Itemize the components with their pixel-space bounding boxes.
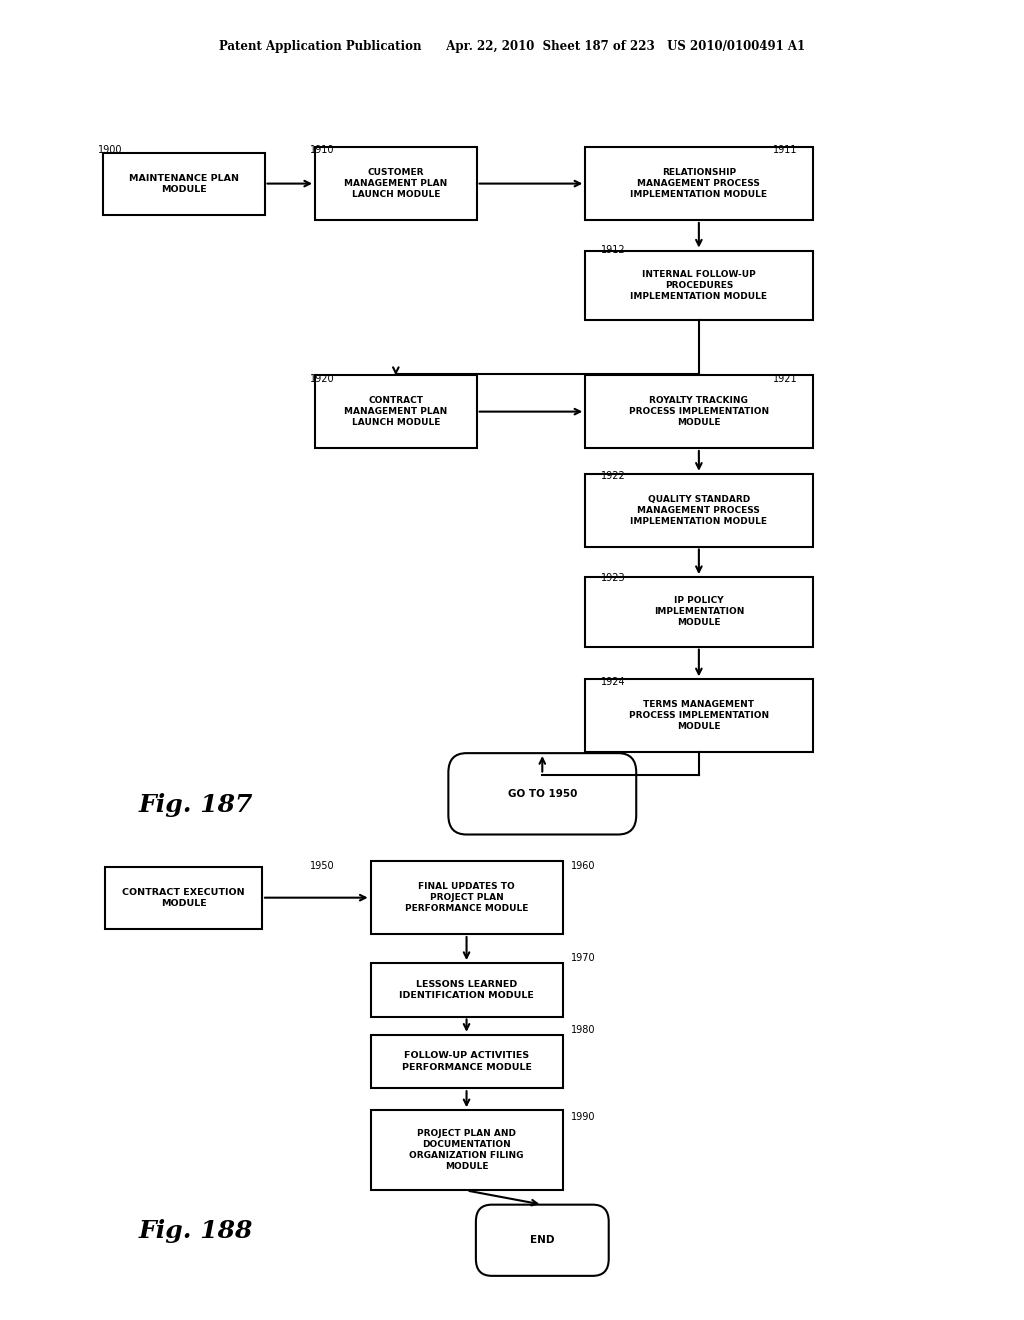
Text: FOLLOW-UP ACTIVITIES
PERFORMANCE MODULE: FOLLOW-UP ACTIVITIES PERFORMANCE MODULE (401, 1052, 531, 1072)
Text: 1960: 1960 (570, 861, 595, 871)
FancyBboxPatch shape (586, 148, 812, 220)
FancyBboxPatch shape (102, 153, 264, 215)
Text: RELATIONSHIP
MANAGEMENT PROCESS
IMPLEMENTATION MODULE: RELATIONSHIP MANAGEMENT PROCESS IMPLEMEN… (631, 168, 767, 199)
Text: 1921: 1921 (773, 374, 798, 384)
FancyBboxPatch shape (371, 861, 562, 935)
FancyBboxPatch shape (586, 680, 812, 752)
Text: LESSONS LEARNED
IDENTIFICATION MODULE: LESSONS LEARNED IDENTIFICATION MODULE (399, 979, 534, 999)
Text: 1922: 1922 (601, 471, 626, 482)
FancyBboxPatch shape (586, 577, 812, 647)
Text: 1950: 1950 (310, 861, 335, 871)
FancyBboxPatch shape (105, 867, 262, 929)
Text: CUSTOMER
MANAGEMENT PLAN
LAUNCH MODULE: CUSTOMER MANAGEMENT PLAN LAUNCH MODULE (344, 168, 447, 199)
FancyBboxPatch shape (586, 474, 812, 546)
Text: CONTRACT
MANAGEMENT PLAN
LAUNCH MODULE: CONTRACT MANAGEMENT PLAN LAUNCH MODULE (344, 396, 447, 428)
Text: Fig. 188: Fig. 188 (138, 1218, 253, 1242)
Text: IP POLICY
IMPLEMENTATION
MODULE: IP POLICY IMPLEMENTATION MODULE (653, 597, 744, 627)
Text: END: END (530, 1236, 555, 1245)
Text: 1912: 1912 (601, 246, 626, 255)
Text: 1911: 1911 (773, 145, 797, 154)
Text: TERMS MANAGEMENT
PROCESS IMPLEMENTATION
MODULE: TERMS MANAGEMENT PROCESS IMPLEMENTATION … (629, 700, 769, 731)
FancyBboxPatch shape (586, 251, 812, 319)
FancyBboxPatch shape (476, 1205, 608, 1276)
Text: 1980: 1980 (570, 1024, 595, 1035)
FancyBboxPatch shape (315, 375, 476, 447)
FancyBboxPatch shape (371, 964, 562, 1016)
Text: ROYALTY TRACKING
PROCESS IMPLEMENTATION
MODULE: ROYALTY TRACKING PROCESS IMPLEMENTATION … (629, 396, 769, 428)
Text: INTERNAL FOLLOW-UP
PROCEDURES
IMPLEMENTATION MODULE: INTERNAL FOLLOW-UP PROCEDURES IMPLEMENTA… (631, 269, 767, 301)
Text: 1924: 1924 (601, 677, 626, 686)
Text: QUALITY STANDARD
MANAGEMENT PROCESS
IMPLEMENTATION MODULE: QUALITY STANDARD MANAGEMENT PROCESS IMPL… (631, 495, 767, 525)
Text: 1900: 1900 (98, 145, 122, 154)
Text: PROJECT PLAN AND
DOCUMENTATION
ORGANIZATION FILING
MODULE: PROJECT PLAN AND DOCUMENTATION ORGANIZAT… (410, 1129, 524, 1171)
Text: Fig. 187: Fig. 187 (138, 792, 253, 817)
Text: FINAL UPDATES TO
PROJECT PLAN
PERFORMANCE MODULE: FINAL UPDATES TO PROJECT PLAN PERFORMANC… (404, 882, 528, 913)
FancyBboxPatch shape (371, 1110, 562, 1191)
FancyBboxPatch shape (586, 375, 812, 447)
Text: MAINTENANCE PLAN
MODULE: MAINTENANCE PLAN MODULE (129, 173, 239, 194)
Text: GO TO 1950: GO TO 1950 (508, 789, 577, 799)
Text: 1990: 1990 (570, 1113, 595, 1122)
FancyBboxPatch shape (449, 754, 636, 834)
FancyBboxPatch shape (315, 148, 476, 220)
Text: 1910: 1910 (310, 145, 335, 154)
Text: CONTRACT EXECUTION
MODULE: CONTRACT EXECUTION MODULE (123, 887, 245, 908)
Text: Patent Application Publication      Apr. 22, 2010  Sheet 187 of 223   US 2010/01: Patent Application Publication Apr. 22, … (219, 40, 805, 53)
Text: 1970: 1970 (570, 953, 595, 964)
FancyBboxPatch shape (371, 1035, 562, 1088)
Text: 1920: 1920 (310, 374, 335, 384)
Text: 1923: 1923 (601, 573, 626, 583)
